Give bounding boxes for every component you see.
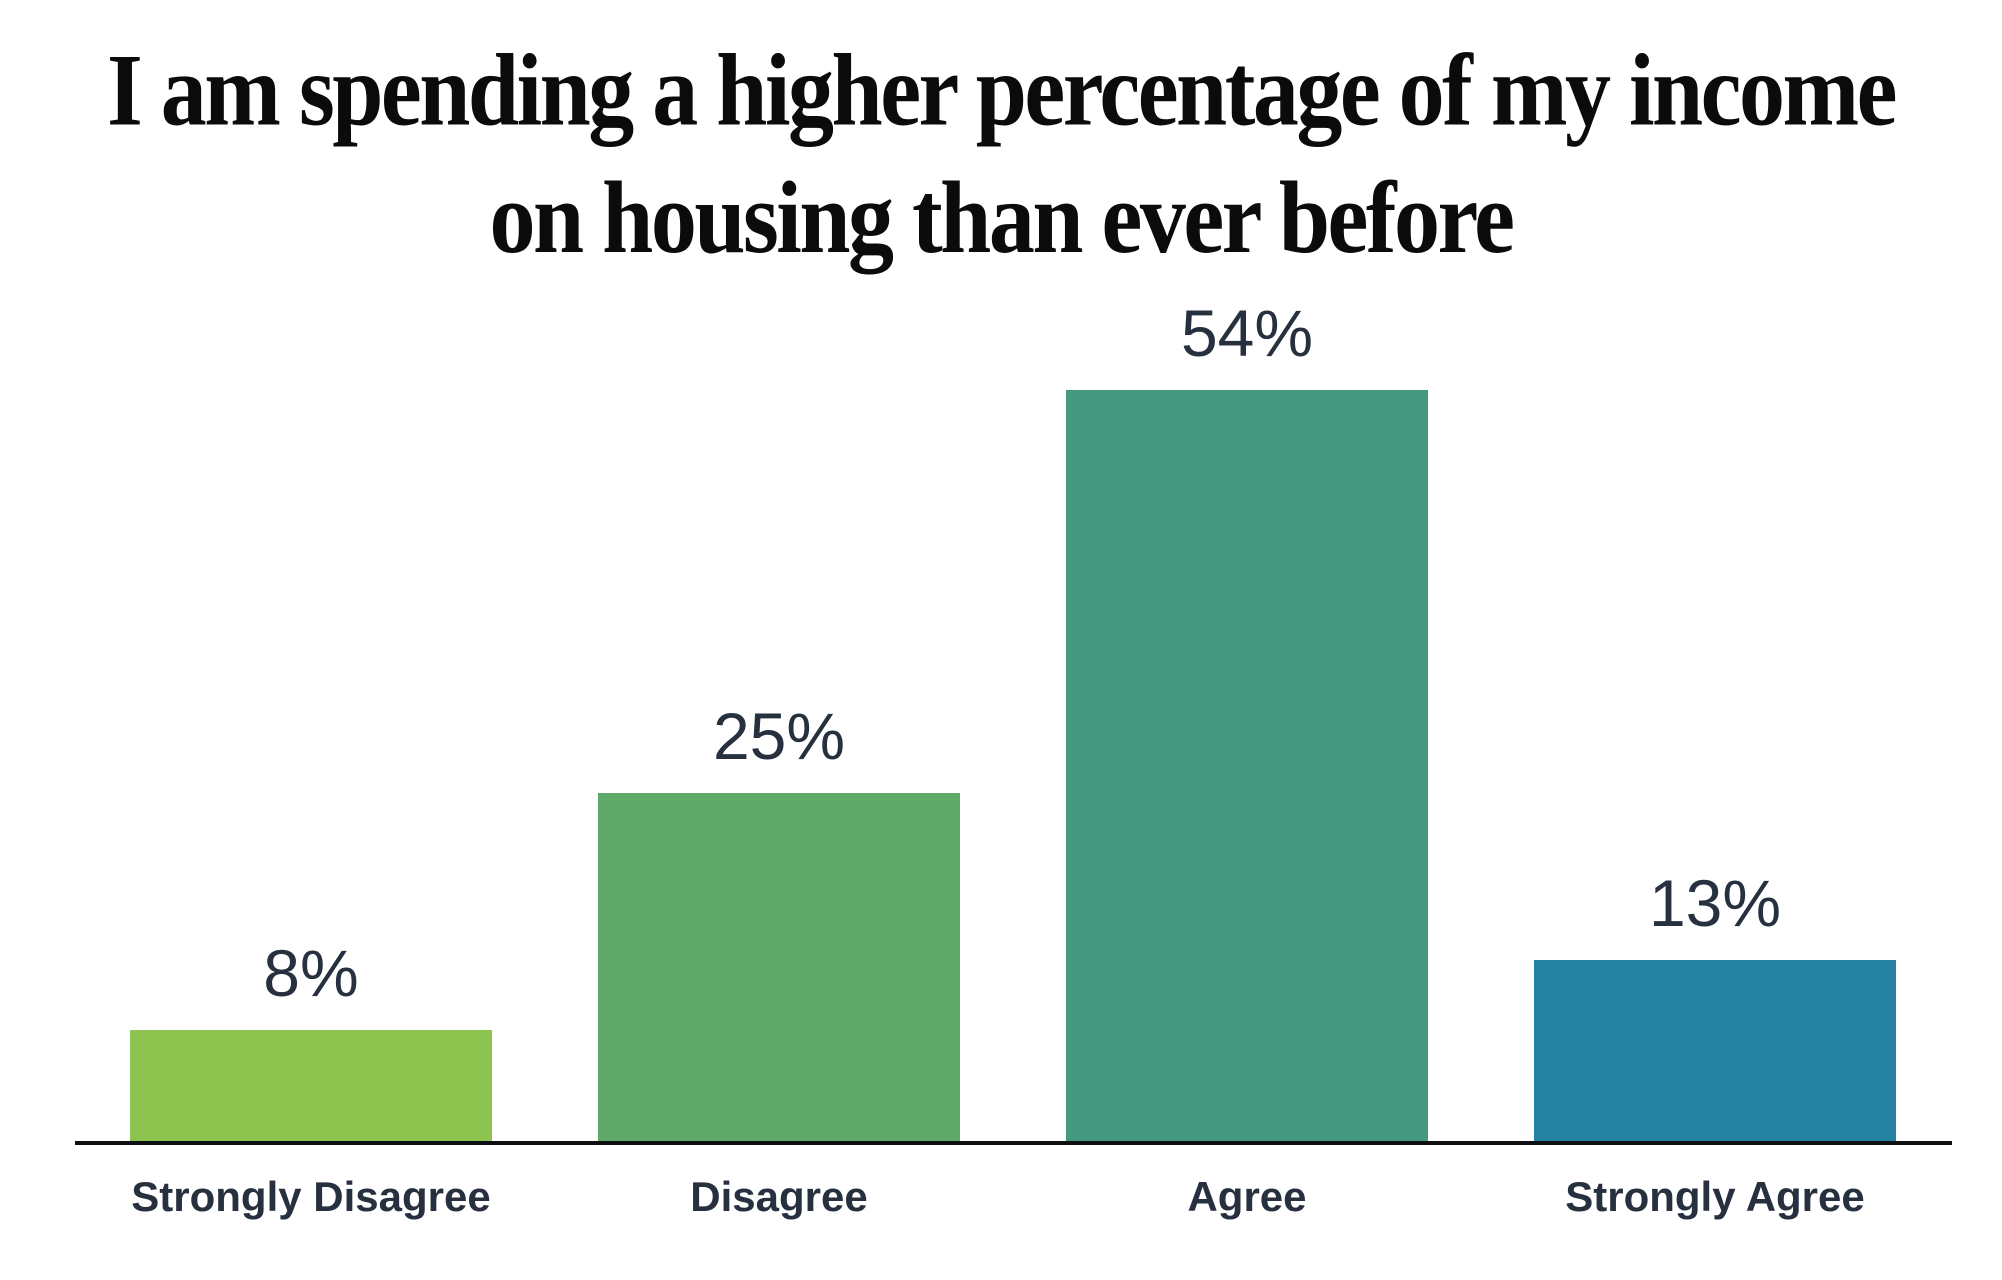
bar-strongly-disagree (130, 1030, 492, 1141)
bar-value-label-disagree: 25% (712, 699, 846, 773)
x-axis-tick-label-strongly-agree: Strongly Agree (1565, 1173, 1865, 1220)
chart-title-line-2: on housing than ever before (489, 160, 1515, 275)
x-axis-tick-label-disagree: Disagree (690, 1173, 868, 1220)
bar-value-label-strongly-disagree: 8% (263, 936, 359, 1010)
bar-value-label-strongly-agree: 13% (1648, 866, 1782, 940)
bar-value-label-agree: 54% (1180, 296, 1314, 370)
bar-agree (1066, 390, 1428, 1141)
chart-title-line-1: I am spending a higher percentage of my … (107, 32, 1897, 147)
chart-title: I am spending a higher percentage of my … (0, 26, 2002, 282)
x-axis-tick-label-strongly-disagree: Strongly Disagree (131, 1173, 491, 1220)
x-axis-tick-label-agree: Agree (1187, 1173, 1307, 1220)
bar-strongly-agree (1534, 960, 1896, 1141)
bar-disagree (598, 793, 960, 1141)
x-axis-line (75, 1141, 1952, 1145)
